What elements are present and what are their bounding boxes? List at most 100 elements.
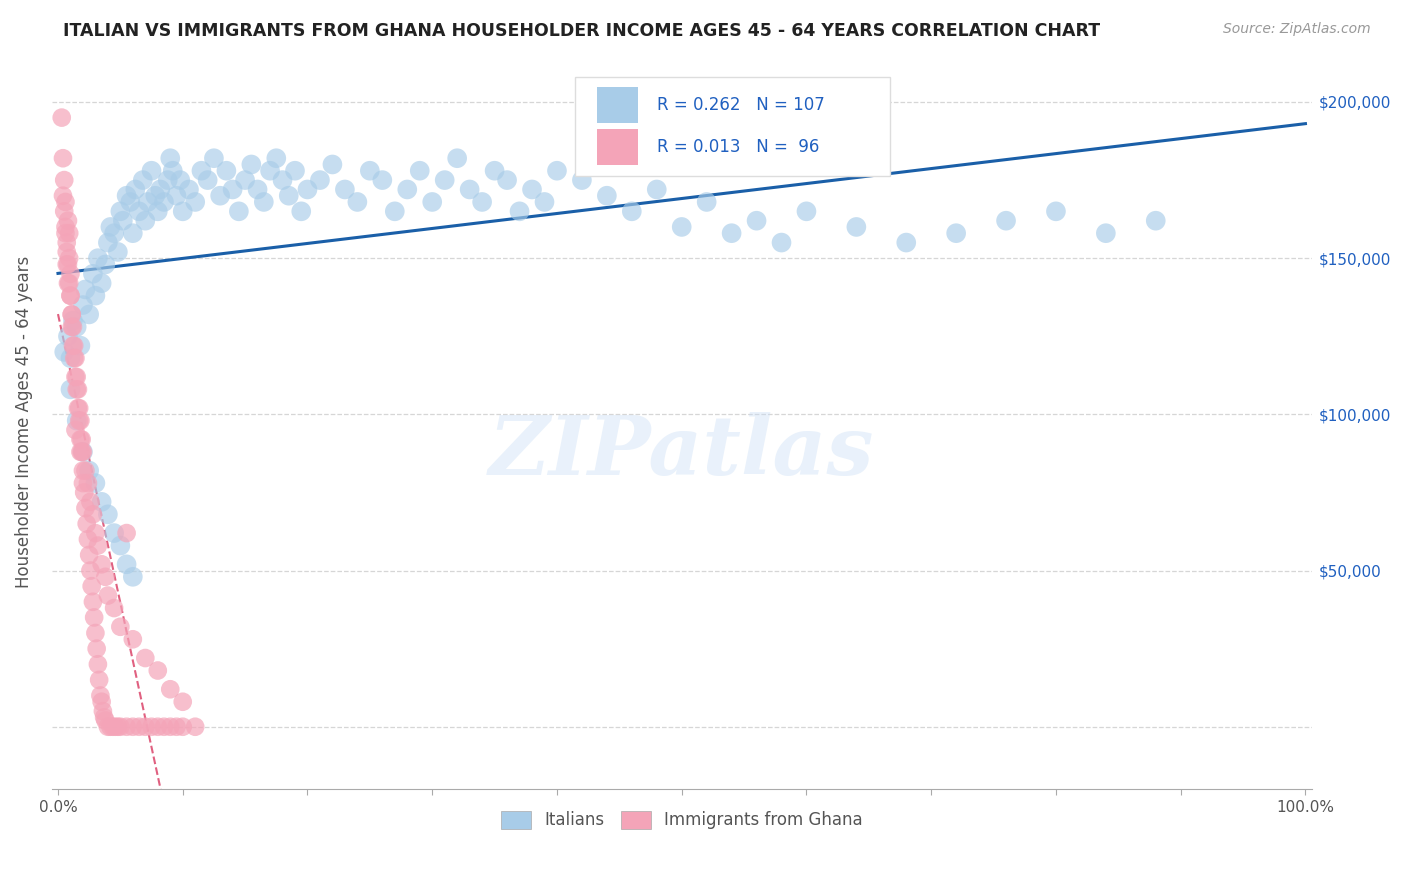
Point bbox=[346, 194, 368, 209]
Point bbox=[720, 226, 742, 240]
Point bbox=[62, 313, 84, 327]
Point bbox=[215, 163, 238, 178]
Point bbox=[166, 720, 188, 734]
Point bbox=[79, 495, 101, 509]
Point bbox=[184, 720, 207, 734]
Point bbox=[53, 173, 76, 187]
Point bbox=[62, 338, 84, 352]
Point bbox=[321, 157, 343, 171]
Point bbox=[134, 213, 156, 227]
Point bbox=[90, 276, 112, 290]
Point bbox=[79, 564, 101, 578]
Point bbox=[63, 338, 86, 352]
Point bbox=[420, 194, 443, 209]
Point bbox=[107, 720, 129, 734]
Point bbox=[134, 651, 156, 665]
Point bbox=[72, 476, 94, 491]
Point bbox=[266, 151, 288, 165]
Point bbox=[59, 267, 82, 281]
Point bbox=[1095, 226, 1118, 240]
Point bbox=[65, 423, 87, 437]
Point bbox=[73, 485, 96, 500]
Point bbox=[359, 163, 381, 178]
Point bbox=[84, 626, 107, 640]
Point bbox=[172, 695, 194, 709]
Point bbox=[62, 319, 84, 334]
Point bbox=[100, 219, 122, 234]
Point bbox=[796, 204, 818, 219]
Point bbox=[134, 720, 156, 734]
Point bbox=[77, 307, 100, 321]
Point bbox=[56, 213, 79, 227]
Point bbox=[141, 720, 163, 734]
Point bbox=[166, 188, 188, 202]
Point bbox=[97, 720, 120, 734]
Point bbox=[90, 558, 112, 572]
Point bbox=[162, 163, 184, 178]
Point bbox=[121, 570, 143, 584]
Point bbox=[87, 539, 110, 553]
Point bbox=[159, 682, 181, 697]
Point bbox=[297, 182, 319, 196]
Point bbox=[277, 188, 299, 202]
Point bbox=[115, 558, 138, 572]
Point bbox=[97, 508, 120, 522]
Point bbox=[53, 204, 76, 219]
Point bbox=[120, 194, 142, 209]
Point bbox=[221, 182, 243, 196]
Point bbox=[75, 501, 97, 516]
Point bbox=[259, 163, 281, 178]
Point bbox=[69, 433, 91, 447]
Point bbox=[97, 235, 120, 250]
Point bbox=[571, 173, 593, 187]
Point bbox=[84, 288, 107, 302]
Point bbox=[72, 445, 94, 459]
Point bbox=[58, 251, 80, 265]
Point bbox=[520, 182, 543, 196]
Point bbox=[60, 307, 83, 321]
Point bbox=[309, 173, 332, 187]
Point bbox=[101, 720, 124, 734]
Point bbox=[111, 213, 134, 227]
Point bbox=[56, 257, 79, 271]
Point bbox=[1045, 204, 1067, 219]
Point bbox=[59, 288, 82, 302]
Point bbox=[190, 163, 212, 178]
Point bbox=[136, 194, 159, 209]
Point bbox=[228, 204, 250, 219]
Point bbox=[197, 173, 219, 187]
Point bbox=[55, 194, 77, 209]
Point bbox=[104, 720, 127, 734]
Text: R = 0.262   N = 107: R = 0.262 N = 107 bbox=[657, 96, 824, 114]
Point bbox=[59, 288, 82, 302]
Point bbox=[94, 257, 117, 271]
Point bbox=[496, 173, 519, 187]
Point bbox=[184, 194, 207, 209]
Point bbox=[107, 244, 129, 259]
Point bbox=[51, 111, 73, 125]
Point bbox=[124, 182, 146, 196]
Point bbox=[284, 163, 307, 178]
Point bbox=[103, 601, 125, 615]
Point bbox=[209, 188, 232, 202]
Point bbox=[66, 370, 89, 384]
Point bbox=[153, 194, 176, 209]
Point bbox=[271, 173, 294, 187]
Point bbox=[471, 194, 494, 209]
Legend: Italians, Immigrants from Ghana: Italians, Immigrants from Ghana bbox=[494, 804, 869, 836]
Point bbox=[770, 235, 793, 250]
FancyBboxPatch shape bbox=[575, 78, 890, 177]
Point bbox=[141, 163, 163, 178]
Point bbox=[60, 307, 83, 321]
Point bbox=[509, 204, 531, 219]
Point bbox=[110, 539, 132, 553]
Point bbox=[89, 673, 111, 687]
Point bbox=[82, 508, 104, 522]
Point bbox=[110, 620, 132, 634]
Point bbox=[110, 720, 132, 734]
Point bbox=[87, 251, 110, 265]
Point bbox=[55, 235, 77, 250]
Point bbox=[80, 579, 103, 593]
Point bbox=[87, 657, 110, 672]
Point bbox=[233, 173, 256, 187]
